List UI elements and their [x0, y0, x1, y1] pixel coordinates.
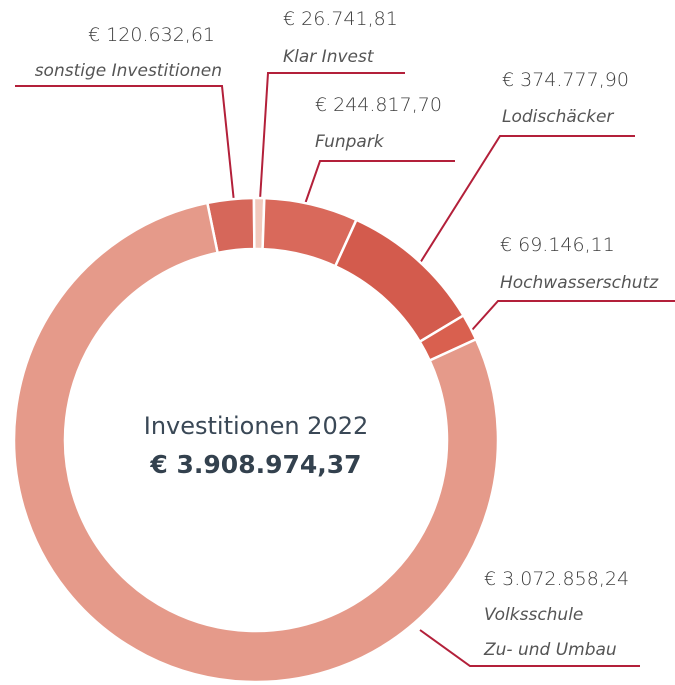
leader-line	[15, 85, 235, 203]
category-label: Funpark	[315, 132, 384, 152]
leader-line	[419, 135, 635, 264]
value-label: € 3.072.858,24	[484, 568, 630, 590]
value-label: € 69.146,11	[500, 234, 615, 256]
category-label: sonstige Investitionen	[34, 61, 222, 81]
segment	[12, 201, 500, 684]
segment	[333, 218, 466, 344]
center-total: € 3.908.974,37	[150, 450, 362, 479]
value-label: € 374.777,90	[502, 69, 629, 91]
leader-line	[471, 300, 675, 331]
value-label: € 26.741,81	[283, 8, 398, 30]
category-label: Klar Invest	[283, 47, 374, 67]
value-label: € 244.817,70	[315, 94, 442, 116]
leader-line	[304, 160, 455, 205]
value-label: € 120.632,61	[88, 24, 215, 46]
category-label: Volksschule Zu- und Umbau	[484, 605, 617, 660]
leader-line	[419, 629, 640, 667]
center-title: Investitionen 2022	[143, 412, 369, 440]
category-label: Hochwasserschutz	[500, 273, 659, 293]
category-label: Lodischäcker	[502, 107, 614, 127]
leader-line	[259, 72, 405, 201]
leader-lines	[15, 72, 675, 667]
